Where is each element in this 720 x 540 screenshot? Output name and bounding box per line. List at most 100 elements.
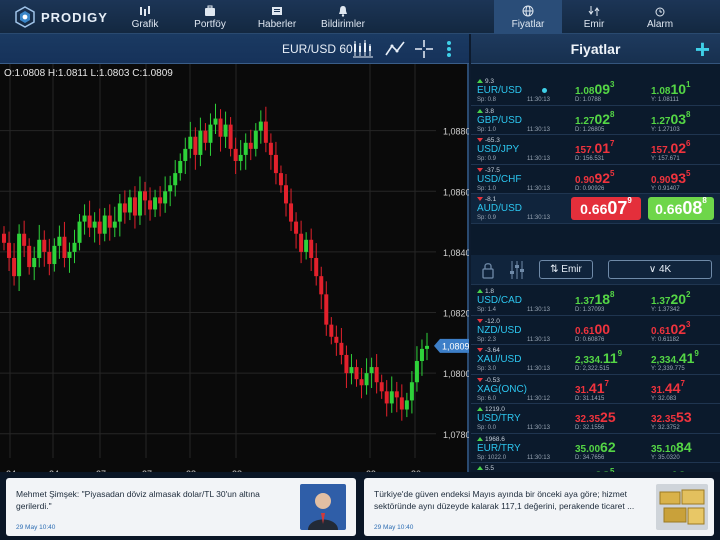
- bid-price[interactable]: 1.08093: [575, 81, 615, 98]
- news-headline: Türkiye'de güven endeksi Mayıs ayında bi…: [374, 489, 635, 511]
- trade-action-bar: ⇅ Emir ∨ 4K: [471, 255, 720, 285]
- order-button-label: Emir: [561, 264, 582, 275]
- daily-high: Y: 1.37342: [651, 307, 680, 313]
- bid-price[interactable]: 0.90925: [575, 169, 615, 186]
- bid-price[interactable]: 157.017: [575, 139, 615, 157]
- bid-pips: 25: [600, 409, 616, 425]
- ask-price[interactable]: 2,334.419: [651, 350, 699, 367]
- ask-price[interactable]: 157.026: [651, 140, 691, 157]
- candle-body: [47, 251, 52, 265]
- quote-row[interactable]: 3.8 GBP/USD Sp: 1.0 11:30:13 1.27028 1.27038 D…: [471, 106, 720, 135]
- spread: Sp: 0.9: [477, 156, 497, 162]
- order-button[interactable]: ⇅ Emir: [539, 260, 593, 279]
- daily-low: D: 0.60876: [575, 336, 605, 343]
- candles: [2, 103, 429, 421]
- change-indicator: 1.8: [477, 288, 494, 295]
- quote-row[interactable]: 1219.0 USD/TRY Sp: 0.0 11:30:13 32.3525 32.35…: [471, 404, 720, 434]
- brand-logo: PRODIGY: [14, 6, 122, 28]
- sliders-icon[interactable]: [509, 260, 525, 280]
- nav-haberler[interactable]: Haberler: [255, 0, 299, 34]
- candle-body: [208, 124, 213, 143]
- y-tick-label: 1,0800: [443, 369, 469, 379]
- quote-row[interactable]: -37.5 USD/CHF Sp: 1.0 11:30:13 0.90925 0.9093…: [471, 165, 720, 194]
- candle-body: [263, 121, 268, 143]
- last-price-label: 1,0809: [442, 341, 469, 351]
- bid-price[interactable]: 2,334.119: [575, 350, 622, 367]
- nav-emir[interactable]: Emir: [576, 0, 612, 34]
- nav-fiyatlar[interactable]: Fiyatlar: [494, 0, 562, 34]
- ask-price[interactable]: 0.61023: [651, 320, 691, 337]
- candlestick-type-icon[interactable]: [352, 39, 374, 59]
- quote-row[interactable]: 1.8 USD/CAD Sp: 1.4 11:30:13 1.37188 1.37202 D…: [471, 286, 720, 316]
- change-value: 1.8: [485, 288, 495, 295]
- quote-row[interactable]: 9.3 EUR/USD Sp: 0.8 11:30:13 1.08093 1.08101 D…: [471, 76, 720, 106]
- quantity-value: 4K: [658, 264, 672, 275]
- candle-body: [329, 324, 334, 337]
- lock-icon[interactable]: [481, 261, 495, 279]
- bid-main: 2,334.: [575, 355, 603, 366]
- news-headline: Mehmet Şimşek: "Piyasadan döviz almasak …: [16, 489, 260, 511]
- ask-price[interactable]: 1.37202: [651, 291, 691, 308]
- quote-time: 11:30:13: [527, 425, 550, 431]
- bid-price[interactable]: 31.417: [575, 379, 609, 396]
- crosshair-icon[interactable]: [413, 39, 435, 59]
- brand-name: PRODIGY: [41, 9, 108, 25]
- news-date: 29 May 10:40: [16, 524, 56, 531]
- bid-price[interactable]: 35.0062: [575, 439, 616, 455]
- ask-main: 32.35: [651, 414, 677, 425]
- bid-price[interactable]: 32.3525: [575, 409, 616, 425]
- ask-price[interactable]: 1.08101: [651, 81, 691, 98]
- change-indicator: 9.3: [477, 78, 494, 85]
- quote-time: 11:30:13: [527, 97, 550, 103]
- ask-price[interactable]: 1.27038: [651, 110, 691, 127]
- nav-grafik[interactable]: Grafik: [128, 0, 162, 34]
- x-tick-label: 24: [6, 469, 16, 472]
- indicator-line-icon[interactable]: [384, 39, 406, 59]
- quotes-header: Fiyatlar +: [471, 34, 720, 64]
- buy-button[interactable]: 0.66088: [648, 197, 714, 220]
- add-symbol-button[interactable]: +: [694, 34, 710, 64]
- bid-fraction: 9: [627, 196, 632, 205]
- candle-body: [294, 221, 299, 234]
- quantity-selector[interactable]: ∨ 4K: [608, 260, 712, 279]
- news-date: 29 May 10:40: [374, 524, 414, 531]
- ask-price[interactable]: 35.1084: [651, 439, 692, 455]
- news-card[interactable]: Mehmet Şimşek: "Piyasadan döviz almasak …: [6, 478, 356, 536]
- news-card[interactable]: Türkiye'de güven endeksi Mayıs ayında bi…: [364, 478, 714, 536]
- nav-portfoy[interactable]: Portföy: [190, 0, 230, 34]
- change-value: -3.64: [485, 347, 500, 354]
- bid-fraction: 7: [610, 139, 615, 148]
- candle-body: [354, 367, 359, 380]
- chart-symbol-selector[interactable]: EUR/USD 60: [282, 42, 353, 56]
- more-options-icon[interactable]: [443, 39, 455, 59]
- change-indicator: 5.5: [477, 465, 494, 472]
- nav-alarm[interactable]: Alarm: [642, 0, 678, 34]
- quote-row[interactable]: -8.1 AUD/USD Sp: 0.9 11:30:13 0.66079 0.66088: [471, 194, 720, 224]
- nav-fiyatlar-label: Fiyatlar: [511, 19, 545, 30]
- spread: Sp: 3.0: [477, 366, 497, 372]
- x-axis: 24 24 27 27 28 28 29 30: [6, 469, 421, 472]
- quote-row[interactable]: -3.64 XAU/USD Sp: 3.0 11:30:13 2,334.119 2,33…: [471, 345, 720, 375]
- newspaper-icon: [272, 7, 282, 15]
- candle-body: [314, 257, 319, 277]
- news-photo-gold: [656, 484, 708, 530]
- ask-price[interactable]: 32.3553: [651, 409, 692, 425]
- quote-row[interactable]: -12.0 NZD/USD Sp: 2.3 11:30:13 0.6100 0.61023…: [471, 316, 720, 345]
- nav-bildirimler[interactable]: Bildirimler: [318, 0, 368, 34]
- bid-price[interactable]: 1.37188: [575, 291, 615, 308]
- ask-pips: 02: [670, 320, 687, 337]
- change-indicator: 1968.6: [477, 436, 505, 443]
- quote-row[interactable]: -65.3 USD/JPY Sp: 0.9 11:30:13 157.017 157.02…: [471, 135, 720, 165]
- symbol-name: USD/CHF: [477, 173, 522, 185]
- sell-button[interactable]: 0.66079: [571, 197, 641, 220]
- candle-body: [228, 124, 233, 149]
- candle-body: [304, 239, 309, 252]
- bid-price[interactable]: 0.6100: [575, 321, 610, 337]
- ask-price[interactable]: 0.90935: [651, 169, 691, 186]
- quote-row[interactable]: 1968.6 EUR/TRY Sp: 1022.0 11:30:13 35.0062 35…: [471, 434, 720, 463]
- bid-price[interactable]: 1.27028: [575, 110, 615, 127]
- ask-price[interactable]: 31.447: [651, 379, 685, 396]
- candle-body: [389, 391, 394, 404]
- quote-row[interactable]: -0.53 XAG(ONC) Sp: 6.0 11:30:12 31.417 31.447…: [471, 375, 720, 404]
